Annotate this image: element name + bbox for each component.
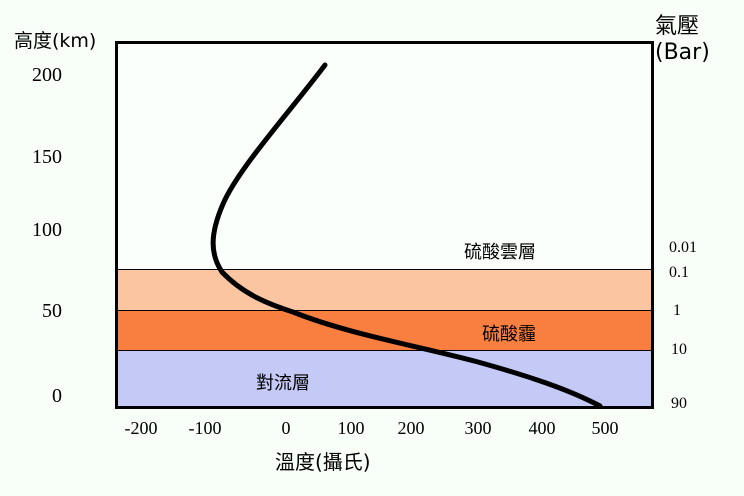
x-tick: 100	[337, 418, 365, 438]
cloud-layer-label: 硫酸雲層	[464, 242, 536, 263]
y-tick: 100	[32, 219, 62, 241]
x-tick: -200	[124, 418, 158, 438]
x-tick: 0	[281, 418, 291, 438]
x-tick: -100	[188, 418, 222, 438]
pressure-tick: 10	[671, 341, 687, 358]
x-tick: 300	[464, 418, 492, 438]
upper-haze-band	[118, 269, 651, 311]
pressure-tick: 1	[673, 302, 681, 319]
sulfuric-haze-band	[118, 310, 651, 351]
y-tick: 200	[32, 64, 62, 86]
x-tick: 500	[591, 418, 619, 438]
troposphere-label: 對流層	[256, 373, 310, 394]
y-tick: 0	[52, 385, 62, 407]
pressure-title-line1: 氣壓	[655, 14, 700, 39]
haze-layer-label: 硫酸霾	[482, 324, 536, 345]
y-axis-title: 高度(km)	[14, 30, 97, 52]
pressure-tick: 0.1	[669, 264, 689, 281]
pressure-axis-title: 氣壓 (Bar)	[655, 14, 710, 66]
x-tick: 400	[528, 418, 556, 438]
pressure-tick: 0.01	[669, 239, 697, 256]
pressure-title-line2: (Bar)	[655, 40, 710, 65]
troposphere-band	[118, 350, 651, 406]
x-axis-title: 溫度(攝氏)	[275, 450, 371, 474]
temperature-curve	[210, 62, 603, 406]
y-tick: 150	[32, 146, 62, 168]
plot-area: 硫酸雲層 硫酸霾 對流層	[115, 41, 654, 409]
pressure-tick: 90	[671, 395, 687, 412]
x-tick: 200	[397, 418, 425, 438]
y-tick: 50	[42, 300, 62, 322]
